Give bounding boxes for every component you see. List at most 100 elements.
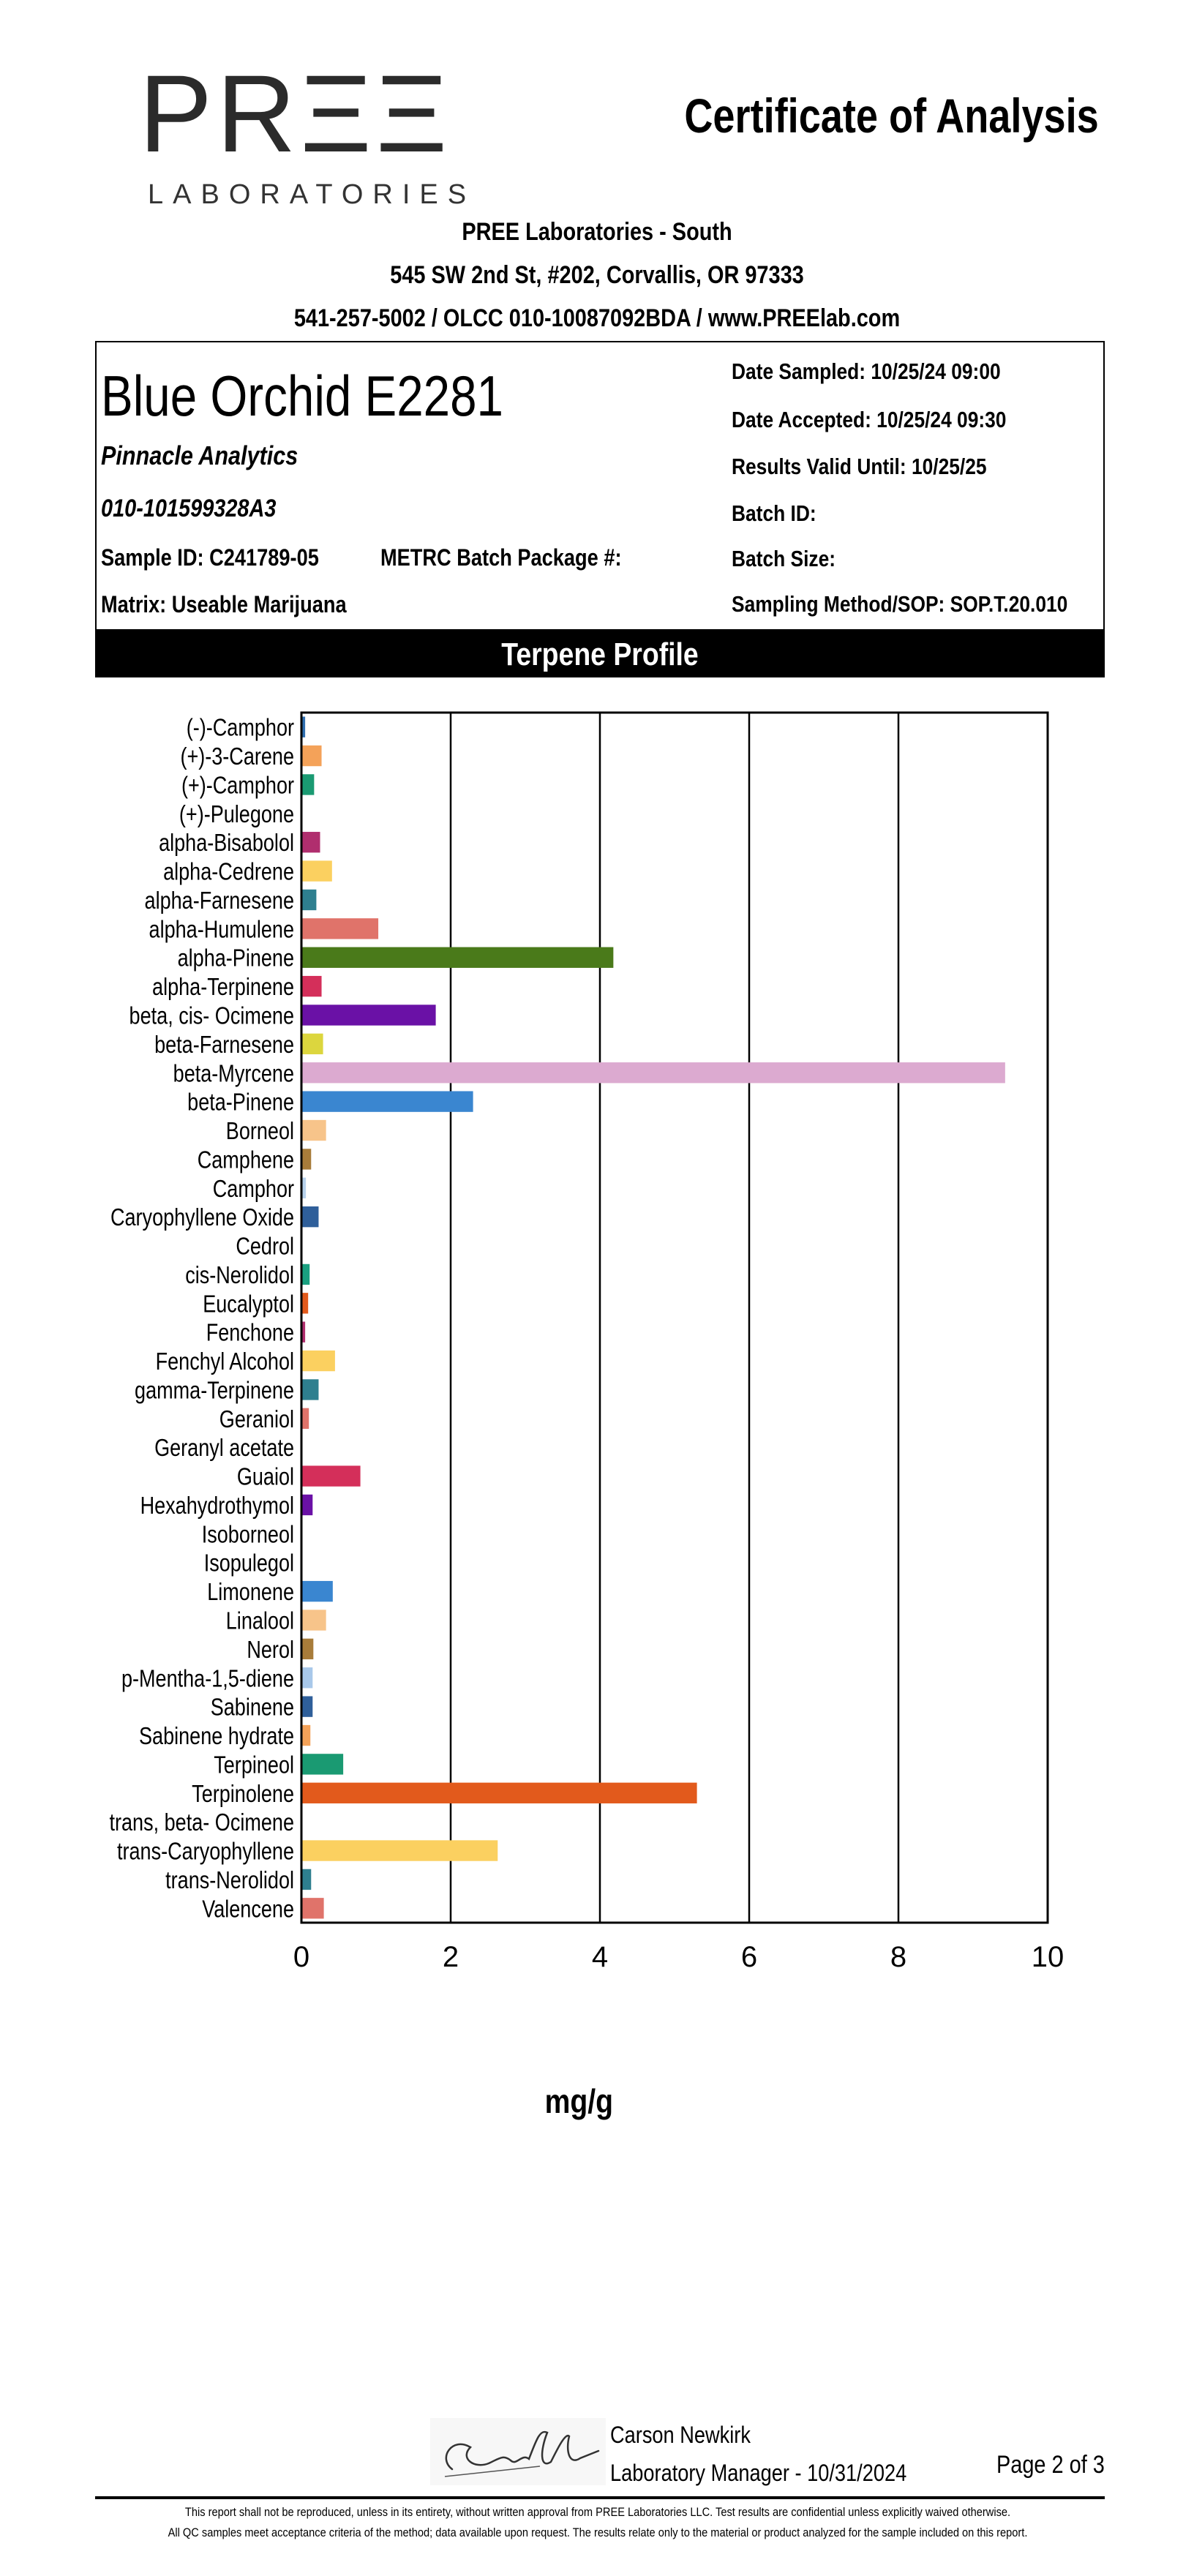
category-label-fenchone: Fenchone [206, 1320, 294, 1346]
category-label-caryophyllene-oxide: Caryophyllene Oxide [110, 1205, 294, 1231]
bar-alpha-humulene [302, 918, 379, 939]
category-label-valencene: Valencene [202, 1896, 294, 1923]
category-label-terpineol: Terpineol [214, 1752, 294, 1779]
sample-info-box: Blue Orchid E2281 Pinnacle Analytics 010… [95, 341, 1105, 631]
bar-beta-pinene [302, 1091, 473, 1112]
client-license: 010-101599328A3 [101, 495, 277, 522]
category-label-3-carene: (+)-3-Carene [180, 744, 294, 770]
x-tick-label-4: 4 [592, 1941, 608, 1973]
category-label-pulegone: (+)-Pulegone [179, 801, 294, 827]
sampling-method-sop: Sampling Method/SOP: SOP.T.20.010 [732, 591, 1068, 617]
lab-address: 545 SW 2nd St, #202, Corvallis, OR 97333 [390, 261, 804, 289]
x-tick-label-10: 10 [1032, 1941, 1065, 1973]
category-label-isopulegol: Isopulegol [204, 1550, 294, 1577]
category-label-camphor: (+)-Camphor [181, 773, 294, 799]
category-label-beta-pinene: beta-Pinene [187, 1089, 294, 1116]
logo-wordmark: PRΞΞ [139, 52, 452, 175]
bar-cis-nerolidol [302, 1263, 310, 1285]
bar-limonene [302, 1580, 333, 1602]
bar-camphor [302, 774, 315, 795]
x-tick-label-6: 6 [741, 1941, 757, 1973]
category-label-camphor: Camphor [213, 1176, 294, 1202]
x-axis-label: mg/g [544, 2082, 614, 2120]
bar-hexahydrothymol [302, 1494, 313, 1516]
category-label-alpha-bisabolol: alpha-Bisabolol [159, 830, 294, 857]
bar-sabinene [302, 1696, 313, 1717]
category-label-gamma-terpinene: gamma-Terpinene [135, 1378, 294, 1404]
terpene-bar-chart: (-)-Camphor (+)-3-Carene (+)-Camphor(+)-Pu… [109, 711, 1065, 1973]
x-tick-label-8: 8 [890, 1941, 906, 1973]
chart-plot-frame [300, 711, 1049, 1924]
category-label-fenchyl-alcohol: Fenchyl Alcohol [156, 1349, 294, 1375]
category-label-isoborneol: Isoborneol [202, 1522, 294, 1548]
lab-logo: PRΞΞ LABORATORIES [95, 44, 527, 219]
category-label-alpha-cedrene: alpha-Cedrene [163, 859, 294, 885]
category-label-terpinolene: Terpinolene [192, 1781, 294, 1807]
sample-id: Sample ID: C241789-05 [101, 544, 319, 571]
bar-camphor [302, 1177, 307, 1198]
bar-nerol [302, 1638, 314, 1660]
signer-name: Carson Newkirk [610, 2422, 751, 2448]
category-label-alpha-terpinene: alpha-Terpinene [152, 975, 294, 1001]
bar-fenchone [302, 1321, 306, 1343]
category-label-trans-beta-ocimene: trans, beta- Ocimene [109, 1810, 294, 1836]
category-label-eucalyptol: Eucalyptol [203, 1291, 294, 1318]
category-label-beta-myrcene: beta-Myrcene [173, 1061, 294, 1087]
category-label-trans-caryophyllene: trans-Caryophyllene [117, 1839, 294, 1865]
category-label-nerol: Nerol [247, 1637, 294, 1663]
category-label-linalool: Linalool [226, 1608, 294, 1634]
signer-title: Laboratory Manager - 10/31/2024 [610, 2460, 907, 2486]
chart-bars [302, 716, 1005, 1919]
bar-terpineol [302, 1754, 344, 1775]
date-sampled: Date Sampled: 10/25/24 09:00 [732, 358, 1001, 384]
bar-fenchyl-alcohol [302, 1350, 335, 1372]
category-label-cis-nerolidol: cis-Nerolidol [185, 1262, 294, 1288]
section-title: Terpene Profile [501, 637, 699, 672]
x-tick-label-2: 2 [443, 1941, 459, 1973]
category-label-limonene: Limonene [207, 1580, 294, 1606]
bar-alpha-cedrene [302, 860, 332, 882]
category-label-camphor: (-)-Camphor [187, 715, 294, 741]
bar-camphor [302, 716, 306, 737]
signature-image [430, 2418, 606, 2485]
category-label-guaiol: Guaiol [237, 1464, 294, 1490]
category-label-cedrol: Cedrol [236, 1233, 294, 1260]
category-label-beta-farnesene: beta-Farnesene [154, 1032, 294, 1058]
bar-alpha-terpinene [302, 975, 322, 997]
document-title: Certificate of Analysis [684, 89, 1099, 143]
category-label-geraniol: Geraniol [219, 1406, 294, 1432]
bar-linalool [302, 1610, 326, 1631]
sample-name: Blue Orchid E2281 [101, 364, 503, 428]
disclaimer-line-1: This report shall not be reproduced, unl… [184, 2505, 1011, 2519]
category-label-sabinene: Sabinene [211, 1694, 294, 1721]
bar-borneol [302, 1119, 326, 1141]
category-label-p-mentha-1-5-diene: p-Mentha-1,5-diene [121, 1666, 294, 1692]
bar-caryophyllene-oxide [302, 1206, 319, 1228]
bar-valencene [302, 1898, 324, 1919]
bar-p-mentha-1-5-diene [302, 1667, 313, 1689]
disclaimer-line-2: All QC samples meet acceptance criteria … [168, 2526, 1028, 2539]
category-label-alpha-humulene: alpha-Humulene [149, 917, 294, 943]
sample-matrix: Matrix: Useable Marijuana [101, 591, 347, 617]
batch-id: Batch ID: [732, 500, 816, 526]
category-label-sabinene-hydrate: Sabinene hydrate [139, 1724, 294, 1750]
bar-trans-caryophyllene [302, 1840, 498, 1861]
chart-category-labels: (-)-Camphor (+)-3-Carene (+)-Camphor(+)-Pu… [109, 715, 294, 1923]
lab-name: PREE Laboratories - South [462, 218, 732, 246]
bar-terpinolene [302, 1782, 697, 1803]
bar-camphene [302, 1149, 312, 1170]
category-label-alpha-farnesene: alpha-Farnesene [145, 888, 294, 915]
bar-alpha-pinene [302, 947, 614, 968]
bar-alpha-bisabolol [302, 832, 320, 853]
bar-alpha-farnesene [302, 889, 317, 911]
batch-size: Batch Size: [732, 546, 836, 571]
client-name: Pinnacle Analytics [101, 440, 298, 470]
category-label-alpha-pinene: alpha-Pinene [178, 945, 294, 972]
bar-trans-nerolidol [302, 1869, 312, 1890]
category-label-geranyl-acetate: Geranyl acetate [154, 1435, 294, 1462]
category-label-trans-nerolidol: trans-Nerolidol [165, 1867, 294, 1893]
category-label-hexahydrothymol: Hexahydrothymol [140, 1493, 294, 1520]
bar-gamma-terpinene [302, 1379, 319, 1400]
bar-geraniol [302, 1408, 309, 1430]
category-label-camphene: Camphene [198, 1147, 294, 1174]
